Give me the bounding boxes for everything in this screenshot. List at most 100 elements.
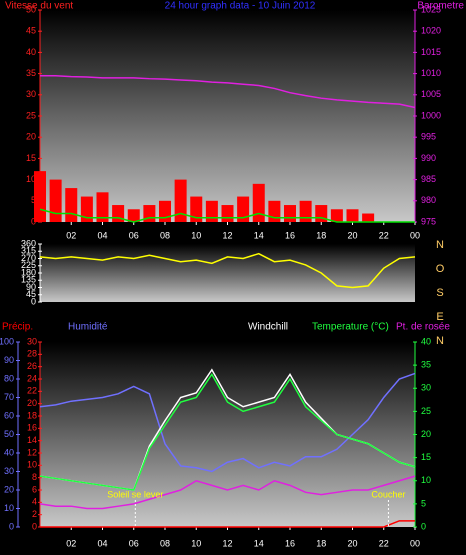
- y2-tick-label: 20: [421, 429, 431, 439]
- bar: [205, 200, 218, 222]
- y3-tick-label: 10: [27, 460, 37, 470]
- y-tick-label: 50: [26, 4, 36, 14]
- y-tick-label: 40: [26, 47, 36, 57]
- y-tick-label: 0: [9, 521, 14, 531]
- y3-tick-label: 14: [27, 435, 37, 445]
- y-tick-label: 90: [4, 355, 14, 365]
- y3-tick-label: 28: [27, 349, 37, 359]
- y2-tick-label: 1000: [421, 110, 441, 120]
- y-tick-label: 15: [26, 153, 36, 163]
- direction-label: O: [436, 263, 445, 275]
- series-line: [40, 520, 415, 528]
- direction-label: N: [436, 335, 444, 347]
- plot-background: [40, 342, 415, 527]
- y-tick-label: 60: [4, 410, 14, 420]
- legend-label: Windchill: [248, 322, 288, 333]
- series-line: [39, 372, 416, 491]
- bar: [127, 209, 140, 222]
- x-tick-label: 00: [410, 538, 420, 548]
- y-tick-label: 45: [26, 289, 36, 299]
- y3-tick-label: 4: [32, 497, 37, 507]
- y2-tick-label: 5: [421, 498, 426, 508]
- y2-tick-label: 995: [421, 132, 436, 142]
- series-line: [39, 475, 416, 510]
- y-tick-label: 315: [21, 246, 36, 256]
- y-tick-label: 180: [21, 267, 36, 277]
- x-tick-label: 04: [97, 230, 107, 240]
- bar: [49, 179, 62, 222]
- x-tick-label: 14: [254, 230, 264, 240]
- bar: [65, 188, 78, 222]
- bar: [268, 200, 281, 222]
- y2-tick-label: 10: [421, 475, 431, 485]
- direction-label: N: [436, 239, 444, 251]
- x-tick-label: 20: [347, 538, 357, 548]
- bar: [330, 209, 343, 222]
- x-tick-label: 12: [222, 230, 232, 240]
- y-tick-label: 360: [21, 238, 36, 248]
- bar: [346, 209, 359, 222]
- x-tick-label: 02: [66, 230, 76, 240]
- y3-tick-label: 30: [27, 336, 37, 346]
- x-tick-label: 06: [129, 230, 139, 240]
- x-tick-label: 02: [66, 538, 76, 548]
- plot-background: [40, 10, 415, 222]
- y-tick-label: 225: [21, 260, 36, 270]
- y2-tick-label: 980: [421, 195, 436, 205]
- y3-tick-label: 12: [27, 447, 37, 457]
- x-tick-label: 18: [316, 230, 326, 240]
- x-tick-label: 22: [379, 538, 389, 548]
- y-tick-label: 90: [26, 282, 36, 292]
- series-line: [39, 372, 416, 473]
- y3-tick-label: 22: [27, 386, 37, 396]
- y2-tick-label: 15: [421, 452, 431, 462]
- y-tick-label: 40: [4, 447, 14, 457]
- y2-tick-label: 985: [421, 174, 436, 184]
- y-tick-label: 25: [26, 110, 36, 120]
- chart-title: 24 hour graph data - 10 Juin 2012: [165, 1, 316, 12]
- legend-label: Humidité: [68, 322, 108, 333]
- y2-tick-label: 1020: [421, 26, 441, 36]
- bar: [237, 196, 250, 222]
- x-tick-label: 08: [160, 230, 170, 240]
- y-tick-label: 100: [0, 336, 14, 346]
- bar: [80, 196, 93, 222]
- bar: [284, 205, 296, 222]
- x-tick-label: 04: [97, 538, 107, 548]
- x-tick-label: 06: [129, 538, 139, 548]
- series-line: [39, 252, 416, 289]
- legend-label: Temperature (°C): [312, 322, 389, 333]
- bar: [174, 179, 187, 222]
- y-tick-label: 50: [4, 429, 14, 439]
- annotation-label: Soleil se lever: [107, 489, 163, 499]
- y3-tick-label: 26: [27, 361, 37, 371]
- x-tick-label: 16: [285, 538, 295, 548]
- bar: [299, 200, 312, 222]
- x-tick-label: 08: [160, 538, 170, 548]
- direction-label: S: [436, 287, 443, 299]
- y2-tick-label: 35: [421, 360, 431, 370]
- y3-tick-label: 2: [32, 509, 37, 519]
- x-tick-label: 16: [285, 230, 295, 240]
- x-tick-label: 00: [410, 230, 420, 240]
- y-tick-label: 80: [4, 373, 14, 383]
- y3-tick-label: 16: [27, 423, 37, 433]
- annotation-label: Coucher: [371, 489, 405, 499]
- y2-tick-label: 40: [421, 336, 431, 346]
- y3-tick-label: 18: [27, 410, 37, 420]
- y-tick-label: 70: [4, 392, 14, 402]
- y2-tick-label: 1010: [421, 68, 441, 78]
- y2-tick-label: 975: [421, 216, 436, 226]
- y-tick-label: 5: [31, 195, 36, 205]
- y2-tick-label: 25: [421, 406, 431, 416]
- series-line: [39, 208, 415, 223]
- series-line: [40, 74, 416, 109]
- bar: [96, 192, 109, 222]
- direction-label: E: [436, 311, 443, 323]
- x-tick-label: 20: [347, 230, 357, 240]
- bar: [159, 200, 171, 222]
- y2-tick-label: 30: [421, 383, 431, 393]
- y3-tick-label: 8: [32, 472, 37, 482]
